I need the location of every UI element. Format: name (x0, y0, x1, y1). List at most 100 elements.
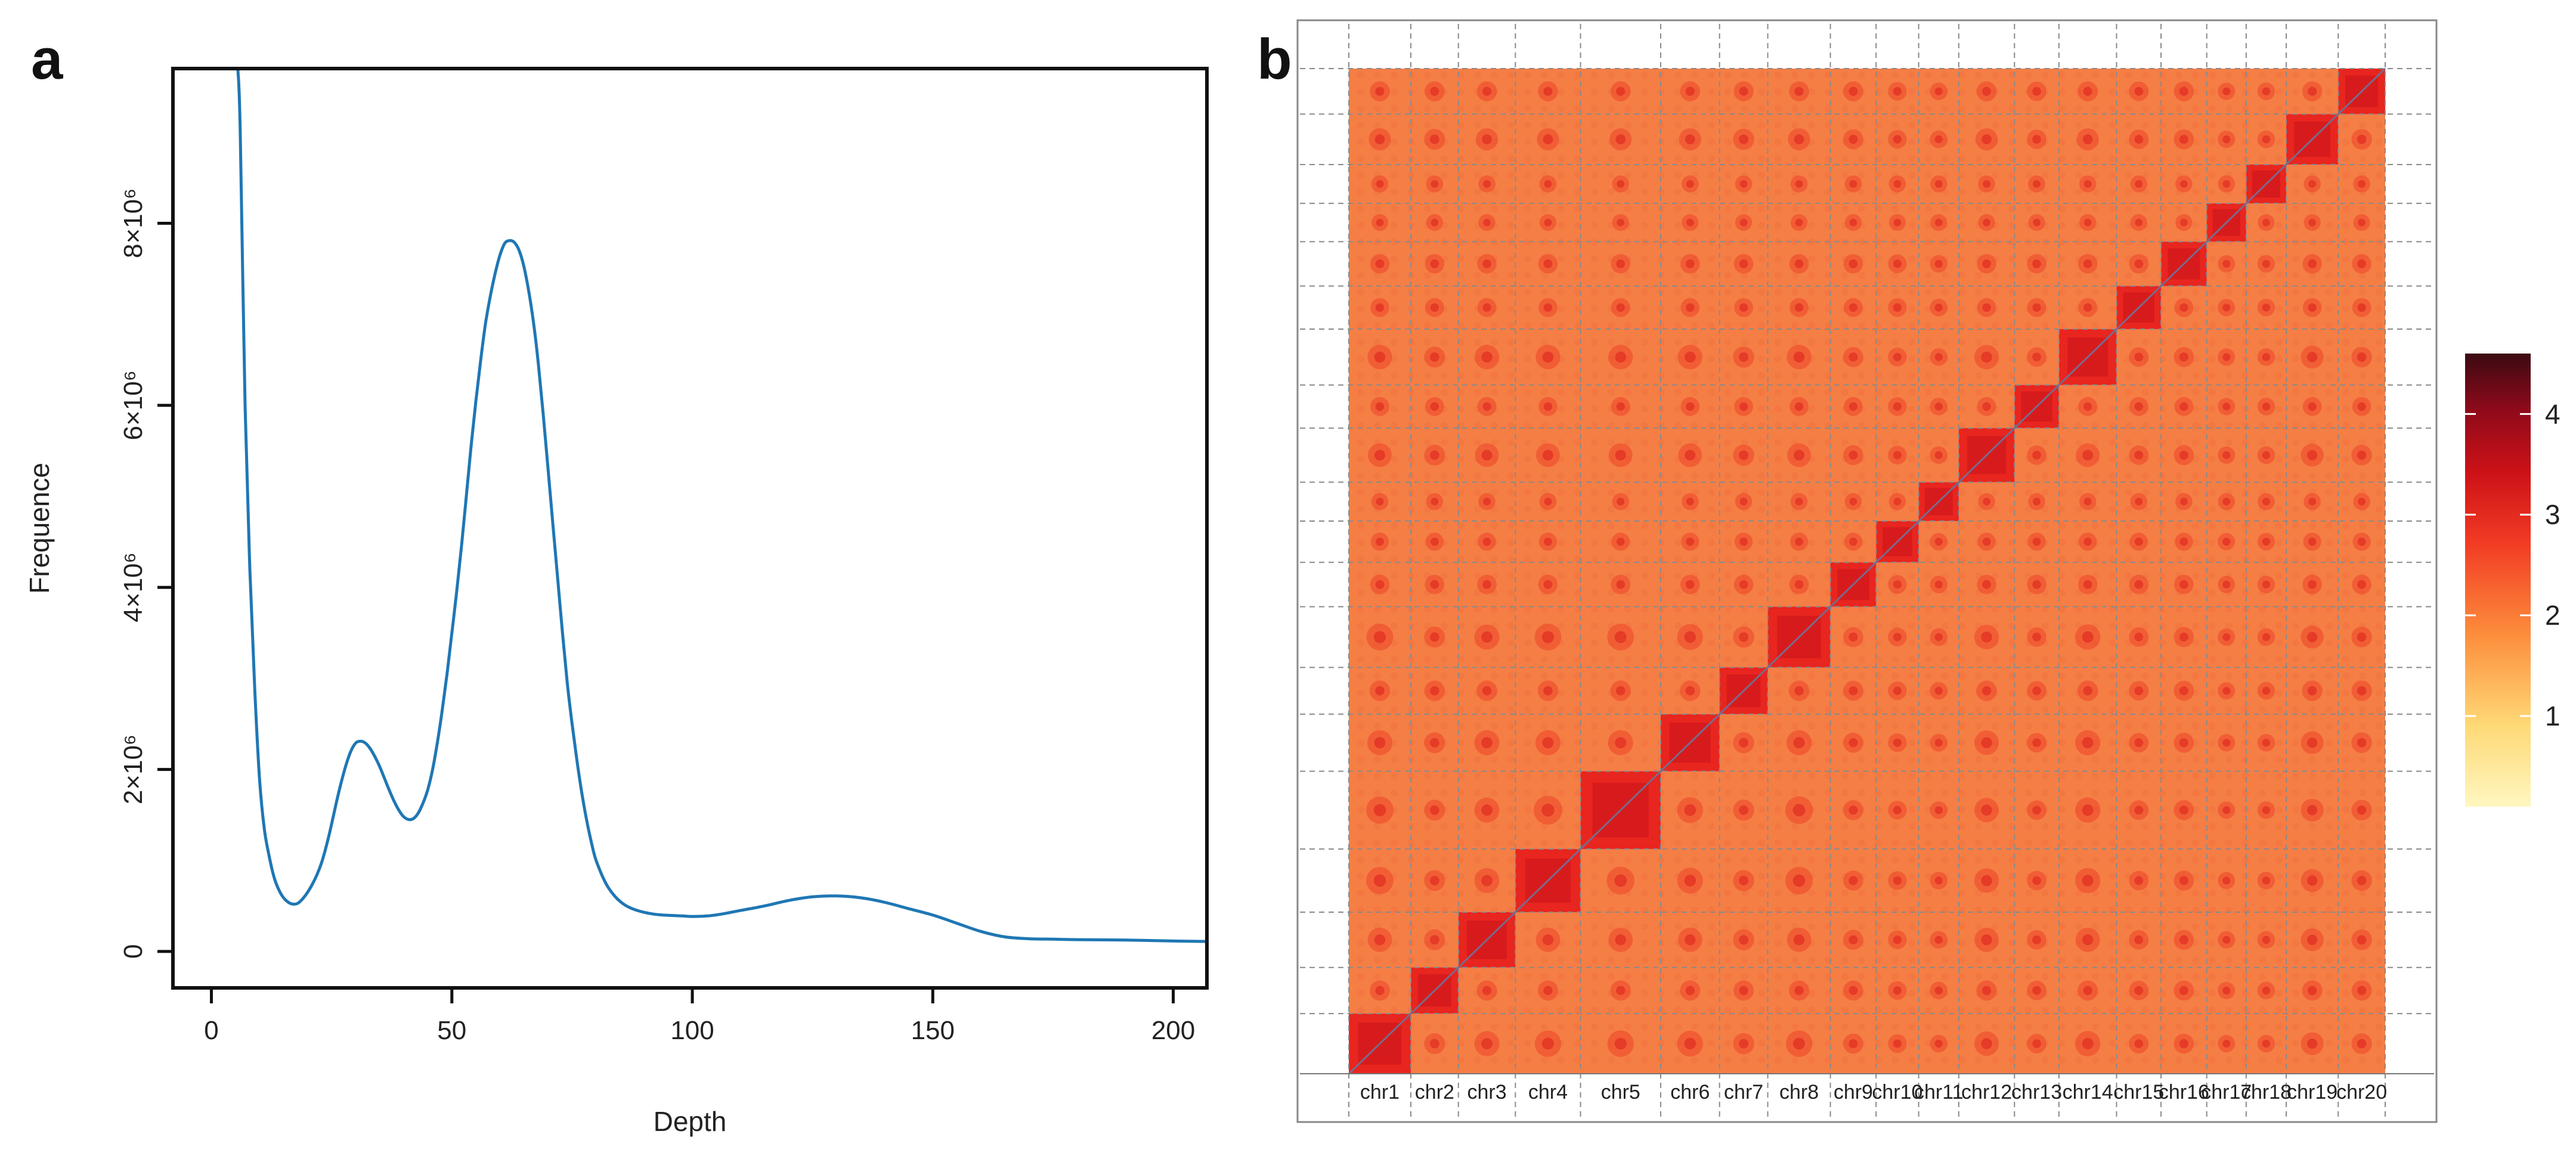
centromere-contact-core (1544, 497, 1552, 506)
centromere-contact-core (2307, 1038, 2318, 1049)
centromere-contact-core (2083, 180, 2092, 188)
colorbar-tick-label: 4 (2545, 398, 2560, 429)
centromere-contact-core (1982, 537, 1991, 546)
centromere-contact-core (2179, 135, 2188, 144)
centromere-contact-core (2179, 497, 2188, 506)
centromere-contact-core (2179, 805, 2188, 815)
centromere-contact-core (2308, 537, 2317, 546)
centromere-contact-core (1374, 450, 1385, 461)
centromere-contact-core (1794, 450, 1805, 461)
centromere-contact-core (2222, 935, 2231, 944)
centromere-contact-core (1792, 874, 1806, 887)
centromere-contact-core (1981, 686, 1992, 696)
centromere-contact-core (1739, 134, 1749, 144)
centromere-contact-core (1795, 497, 1803, 506)
centromere-contact-core (1542, 450, 1553, 461)
centromere-contact-core (2180, 218, 2188, 227)
centromere-contact-core (1794, 402, 1804, 411)
centromere-contact-core (2134, 633, 2144, 641)
centromere-contact-core (1795, 537, 1803, 546)
centromere-contact-core (1793, 934, 1805, 946)
centromere-contact-core (2134, 986, 2144, 995)
centromere-contact-core (2308, 86, 2317, 96)
centromere-contact-core (1849, 805, 1858, 815)
centromere-contact-core (2083, 580, 2092, 589)
centromere-contact-core (2179, 352, 2188, 362)
centromere-contact-core (1849, 1039, 1858, 1049)
centromere-contact-core (2179, 580, 2188, 589)
centromere-contact-core (2134, 1039, 2144, 1048)
centromere-contact-core (2308, 580, 2317, 589)
centromere-contact-core (2032, 580, 2041, 589)
x-tick-label: 150 (911, 1016, 955, 1045)
centromere-contact-core (1849, 537, 1857, 546)
centromere-contact-core (2222, 87, 2231, 95)
centromere-contact-core (1543, 134, 1553, 145)
centromere-contact-core (1483, 180, 1491, 188)
centromere-contact-core (1376, 497, 1384, 506)
chromosome-labels: chr1 chr2 chr3 chr4 chr5 chr6 chr7 chr8 chr9chr1… (1360, 1081, 2387, 1104)
centromere-contact-core (1934, 259, 1943, 268)
centromere-contact-core (2033, 497, 2041, 506)
centromere-contact-core (2032, 451, 2041, 460)
centromere-contact-core (2032, 686, 2041, 696)
chromosome-label: chr14 (2063, 1081, 2113, 1104)
centromere-contact-core (1542, 737, 1554, 749)
centromere-contact-core (1616, 985, 1626, 996)
centromere-contact-core (2179, 985, 2188, 996)
chromosome-label: chr12 (1961, 1081, 2012, 1104)
centromere-contact-core (1375, 259, 1385, 268)
panel-b-hic-heatmap: b chr1 chr2 chr3 chr4 chr5 chr6 chr7 chr8 chr9ch… (1257, 19, 2560, 1123)
centromere-contact-core (1430, 402, 1439, 411)
centromere-contact-core (1616, 537, 1625, 546)
centromere-contact-core (1686, 218, 1694, 227)
centromere-contact-core (1543, 686, 1553, 696)
centromere-contact-core (2222, 986, 2231, 994)
centromere-contact-core (1981, 934, 1992, 946)
centromere-contact-core (1429, 1039, 1439, 1049)
centromere-contact-core (1981, 875, 1992, 887)
chromosome-label: chr13 (2011, 1081, 2062, 1104)
centromere-contact-core (1739, 580, 1748, 589)
centromere-contact-core (1374, 737, 1386, 749)
centromere-contact-core (2179, 402, 2188, 411)
hic-contact-blocks (1349, 69, 2385, 1074)
centromere-contact-core (2357, 737, 2367, 748)
centromere-contact-core (2134, 876, 2144, 885)
centromere-contact-core (1893, 180, 1902, 188)
centromere-contact-core (1430, 686, 1439, 696)
centromere-contact-core (1615, 737, 1627, 749)
centromere-contact-core (1374, 934, 1386, 946)
centromere-contact-core (2222, 580, 2231, 588)
centromere-contact-core (1375, 402, 1385, 411)
centromere-contact-core (1893, 876, 1902, 885)
chromosome-label: chr16 (2159, 1081, 2209, 1104)
x-tick-label: 0 (204, 1016, 218, 1045)
centromere-contact-core (1685, 686, 1695, 696)
centromere-contact-core (2222, 135, 2231, 144)
centromere-contact-core (2222, 538, 2231, 546)
centromere-contact-core (1893, 986, 1902, 995)
centromere-contact-core (1617, 497, 1625, 506)
centromere-contact-core (1541, 804, 1555, 817)
centromere-contact-core (1429, 737, 1439, 748)
panel-a-line-chart: a 0 50 100 150 200 0 2×10⁶ 4×10⁶ 6×10⁶ 8×10⁶ Dep… (24, 27, 1209, 1137)
centromere-contact-core (1893, 580, 1902, 589)
centromere-contact-core (2083, 985, 2092, 996)
centromere-contact-core (1543, 580, 1553, 589)
centromere-contact-core (1893, 451, 1902, 460)
centromere-contact-core (1739, 632, 1749, 642)
centromere-contact-core (2262, 633, 2271, 641)
centromere-contact-core (1375, 686, 1385, 696)
centromere-contact-core (2134, 86, 2144, 96)
centromere-contact-core (2307, 450, 2318, 461)
centromere-contact-core (1934, 876, 1943, 885)
y-axis-ticks: 0 2×10⁶ 4×10⁶ 6×10⁶ 8×10⁶ (119, 188, 173, 959)
centromere-contact-core (2083, 402, 2092, 411)
centromere-contact-core (2032, 986, 2041, 995)
centromere-contact-core (1794, 134, 1804, 145)
chromosome-label: chr9 (1834, 1081, 1873, 1104)
centromere-contact-core (2357, 935, 2367, 945)
centromere-contact-core (1543, 985, 1553, 996)
centromere-contact-core (1685, 580, 1695, 589)
